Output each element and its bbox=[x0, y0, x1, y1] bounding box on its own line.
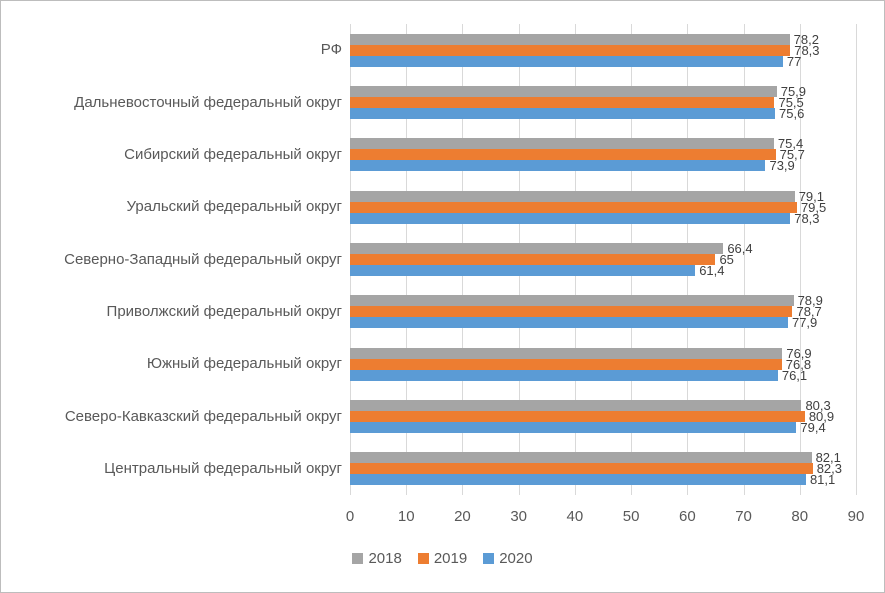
bar-2019 bbox=[350, 463, 813, 475]
data-label: 81,1 bbox=[809, 472, 836, 488]
data-label: 75,7 bbox=[779, 147, 805, 163]
x-axis-tick-label: 40 bbox=[566, 508, 584, 525]
bar-2018 bbox=[350, 295, 794, 307]
data-label: 78,3 bbox=[794, 42, 820, 58]
category-label: Сибирский федеральный округ bbox=[124, 145, 342, 163]
bar-2020 bbox=[350, 265, 696, 276]
bar-2019 bbox=[350, 44, 791, 56]
data-label: 78,9 bbox=[797, 293, 823, 309]
gridline bbox=[743, 24, 745, 495]
bar-2018 bbox=[350, 347, 783, 359]
bar-2018 bbox=[350, 190, 795, 202]
data-label: 77 bbox=[786, 53, 802, 69]
data-label: 76,9 bbox=[786, 345, 812, 361]
bar-2020 bbox=[350, 369, 778, 381]
data-label: 76,1 bbox=[781, 367, 808, 383]
bar-2019 bbox=[350, 149, 776, 161]
legend-item-2019: 2019 bbox=[417, 550, 468, 567]
data-label: 75,4 bbox=[777, 136, 804, 152]
data-label: 79,4 bbox=[800, 420, 826, 435]
bar-2019 bbox=[350, 358, 782, 370]
bar-2020 bbox=[350, 108, 776, 119]
legend-item-2018: 2018 bbox=[352, 550, 402, 567]
x-axis-tick-label: 50 bbox=[622, 508, 640, 525]
legend-item-2020: 2020 bbox=[483, 550, 533, 567]
bar-2019 bbox=[350, 254, 716, 265]
x-axis-tick-label: 20 bbox=[454, 508, 471, 525]
bar-2019 bbox=[350, 306, 793, 318]
bar-2020 bbox=[350, 474, 806, 486]
x-axis-tick-label: 30 bbox=[510, 508, 527, 525]
category-label: Северо-Кавказский федеральный округ bbox=[64, 407, 342, 425]
bar-2018 bbox=[350, 86, 777, 97]
legend-swatch bbox=[483, 553, 495, 564]
legend-label: 2018 bbox=[368, 550, 402, 567]
category-label: Центральный федеральный округ bbox=[104, 459, 342, 477]
data-label: 61,4 bbox=[699, 263, 725, 278]
data-label: 76,8 bbox=[785, 356, 812, 372]
x-axis-tick-label: 80 bbox=[791, 508, 809, 525]
data-label: 75,5 bbox=[778, 95, 804, 110]
data-label: 73,9 bbox=[769, 158, 795, 174]
data-label: 77,9 bbox=[791, 315, 818, 331]
legend-swatch bbox=[417, 553, 429, 564]
data-label: 66,4 bbox=[727, 241, 753, 256]
bar-2018 bbox=[350, 33, 790, 45]
bar-2020 bbox=[350, 422, 797, 433]
bar-2020 bbox=[350, 317, 788, 329]
legend-label: 2019 bbox=[433, 550, 468, 567]
data-label: 78,2 bbox=[793, 31, 819, 47]
bar-2019 bbox=[350, 201, 797, 213]
data-label: 75,6 bbox=[779, 106, 805, 121]
data-label: 65 bbox=[719, 252, 734, 267]
data-label: 80,3 bbox=[805, 398, 831, 413]
bar-2019 bbox=[350, 97, 775, 108]
bar-2018 bbox=[350, 138, 774, 150]
category-label: Уральский федеральный округ bbox=[126, 198, 342, 216]
category-label: Дальневосточный федеральный округ bbox=[74, 93, 342, 111]
gridline bbox=[856, 24, 857, 495]
bar-2020 bbox=[350, 55, 783, 67]
data-label: 75,9 bbox=[780, 84, 807, 99]
chart-legend: 2018 2019 2020 bbox=[1, 550, 884, 567]
x-axis-tick-label: 60 bbox=[678, 508, 696, 525]
x-axis-tick-label: 0 bbox=[345, 508, 355, 525]
bar-2019 bbox=[350, 411, 805, 422]
data-label: 82,1 bbox=[815, 450, 841, 466]
data-label: 82,3 bbox=[816, 461, 843, 477]
data-label: 78,7 bbox=[796, 304, 822, 320]
bar-2020 bbox=[350, 212, 791, 224]
gridline bbox=[799, 24, 801, 495]
legend-swatch bbox=[352, 553, 364, 564]
data-label: 78,3 bbox=[794, 210, 820, 226]
category-label: Северно-Западный федеральный округ bbox=[64, 250, 342, 268]
bar-2018 bbox=[350, 243, 724, 254]
legend-label: 2020 bbox=[499, 550, 533, 567]
x-axis-tick-label: 90 bbox=[847, 508, 865, 525]
bar-2018 bbox=[350, 452, 812, 464]
category-label: Южный федеральный округ bbox=[146, 355, 342, 373]
data-label: 79,5 bbox=[800, 199, 827, 215]
category-label: Приволжский федеральный округ bbox=[106, 302, 342, 320]
bar-2020 bbox=[350, 160, 766, 172]
category-label: РФ bbox=[320, 41, 342, 59]
bar-2018 bbox=[350, 400, 802, 411]
x-axis-tick-label: 10 bbox=[397, 508, 415, 525]
data-label: 80,9 bbox=[808, 409, 835, 424]
x-axis-tick-label: 70 bbox=[735, 508, 752, 525]
data-label: 79,1 bbox=[798, 188, 825, 204]
